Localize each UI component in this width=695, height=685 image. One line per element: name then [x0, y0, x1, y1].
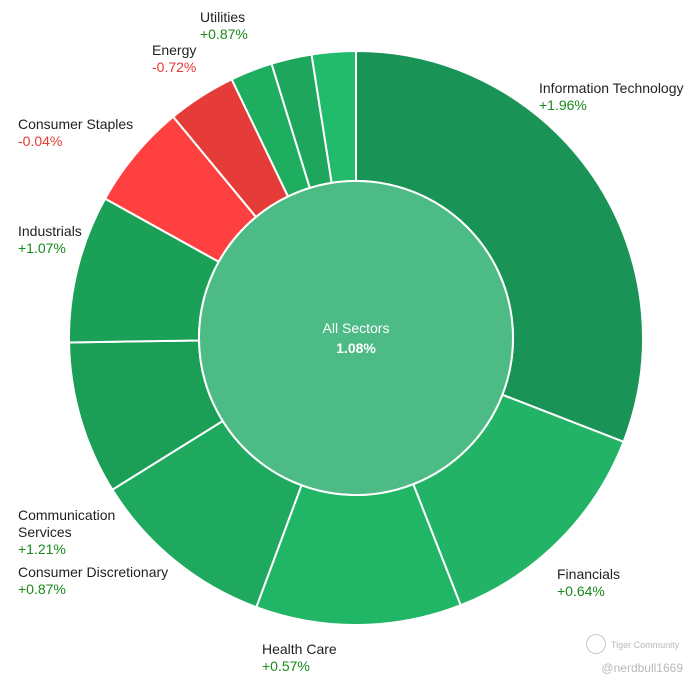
label-change: +0.87%: [18, 581, 66, 597]
center-title: All Sectors: [322, 320, 390, 336]
label-name-line1: Communication: [18, 507, 116, 523]
label-change: +0.64%: [557, 583, 605, 599]
label-consumer-staples: Consumer Staples -0.04%: [18, 116, 133, 150]
label-change: +1.96%: [539, 97, 587, 113]
label-name: Consumer Staples: [18, 116, 134, 132]
center-value: 1.08%: [336, 340, 376, 356]
watermark-handle: @nerdbull1669: [601, 661, 683, 675]
label-change: +0.87%: [200, 26, 248, 42]
center-circle: [198, 180, 514, 496]
label-change: +1.07%: [18, 240, 66, 256]
label-name: Industrials: [18, 223, 82, 239]
label-name: Energy: [152, 42, 197, 58]
watermark-brand: Tiger Community: [611, 640, 680, 650]
label-utilities: Utilities +0.87%: [200, 9, 248, 43]
label-change: -0.04%: [18, 133, 63, 149]
label-health-care: Health Care +0.57%: [262, 641, 337, 675]
label-name: Health Care: [262, 641, 337, 657]
label-name-line2: Services: [18, 524, 72, 540]
center-label: All Sectors 1.08%: [256, 318, 456, 358]
label-energy: Energy -0.72%: [152, 42, 196, 76]
label-industrials: Industrials +1.07%: [18, 223, 82, 257]
label-change: +0.57%: [262, 658, 310, 674]
label-name: Financials: [557, 566, 621, 582]
label-name: Information Technology: [539, 80, 684, 96]
tiger-logo-icon: [586, 634, 606, 654]
label-financials: Financials +0.64%: [557, 566, 620, 600]
label-consumer-discretionary: Consumer Discretionary +0.87%: [18, 564, 168, 598]
label-communication-services: Communication Services +1.21%: [18, 507, 115, 558]
label-name: Utilities: [200, 9, 246, 25]
label-name: Consumer Discretionary: [18, 564, 169, 580]
label-information-technology: Information Technology +1.96%: [539, 80, 684, 114]
label-change: -0.72%: [152, 59, 197, 75]
label-change: +1.21%: [18, 541, 66, 557]
